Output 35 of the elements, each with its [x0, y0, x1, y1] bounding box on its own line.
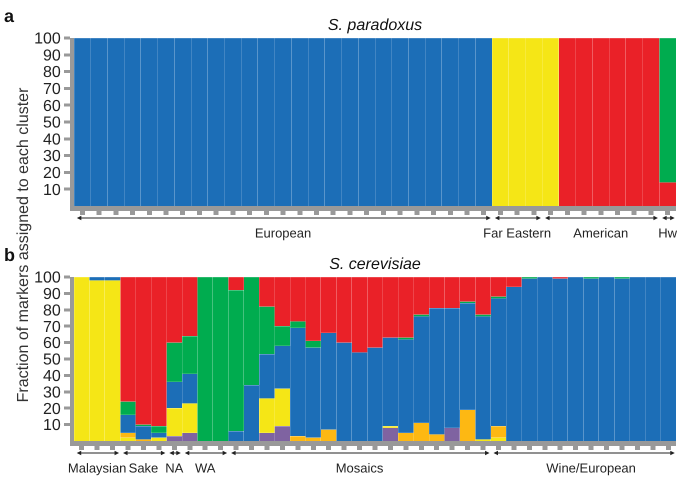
x-tick-label: European [254, 226, 312, 241]
chart-title: S. paradoxus [328, 17, 422, 34]
x-tick-label: American [573, 226, 628, 241]
text: b [4, 245, 15, 265]
y-axis-title: Fraction of markers assigned to each cluster [15, 88, 33, 402]
y-tick-label: 90 [43, 47, 61, 64]
x-tick-label: Mosaics [336, 460, 384, 476]
y-tick-label: 20 [43, 165, 61, 182]
x-tick-label: Far Eastern [483, 226, 552, 241]
x-tick-label: Malaysian [68, 460, 126, 476]
y-tick-label: 100 [34, 30, 61, 48]
y-tick-label: 50 [43, 352, 61, 369]
x-tick-label: Hw [658, 226, 678, 241]
y-tick-label: 70 [43, 318, 61, 336]
x-tick-label: Sake [128, 460, 158, 476]
y-tick-label: 10 [43, 182, 61, 199]
y-tick-label: 80 [43, 302, 61, 320]
y-tick-label: 40 [43, 131, 61, 148]
y-tick-label: 60 [43, 335, 61, 352]
y-tick-label: 100 [34, 270, 61, 287]
y-tick-label: 40 [43, 368, 61, 385]
y-tick-label: 30 [43, 148, 61, 166]
y-tick-label: 30 [43, 384, 61, 402]
chart-title: S. cerevisiae [329, 256, 421, 273]
y-tick-label: 10 [43, 417, 61, 434]
x-tick-label: NA [165, 460, 184, 476]
x-tick-label: Wine/European [546, 460, 636, 476]
y-tick-label: 90 [43, 286, 61, 303]
y-tick-label: 80 [43, 64, 61, 82]
y-tick-label: 20 [43, 400, 61, 418]
text: a [4, 6, 15, 26]
y-tick-label: 70 [43, 81, 61, 98]
x-tick-label: WA [194, 460, 216, 476]
y-tick-label: 50 [43, 114, 61, 132]
y-tick-label: 60 [43, 98, 61, 115]
